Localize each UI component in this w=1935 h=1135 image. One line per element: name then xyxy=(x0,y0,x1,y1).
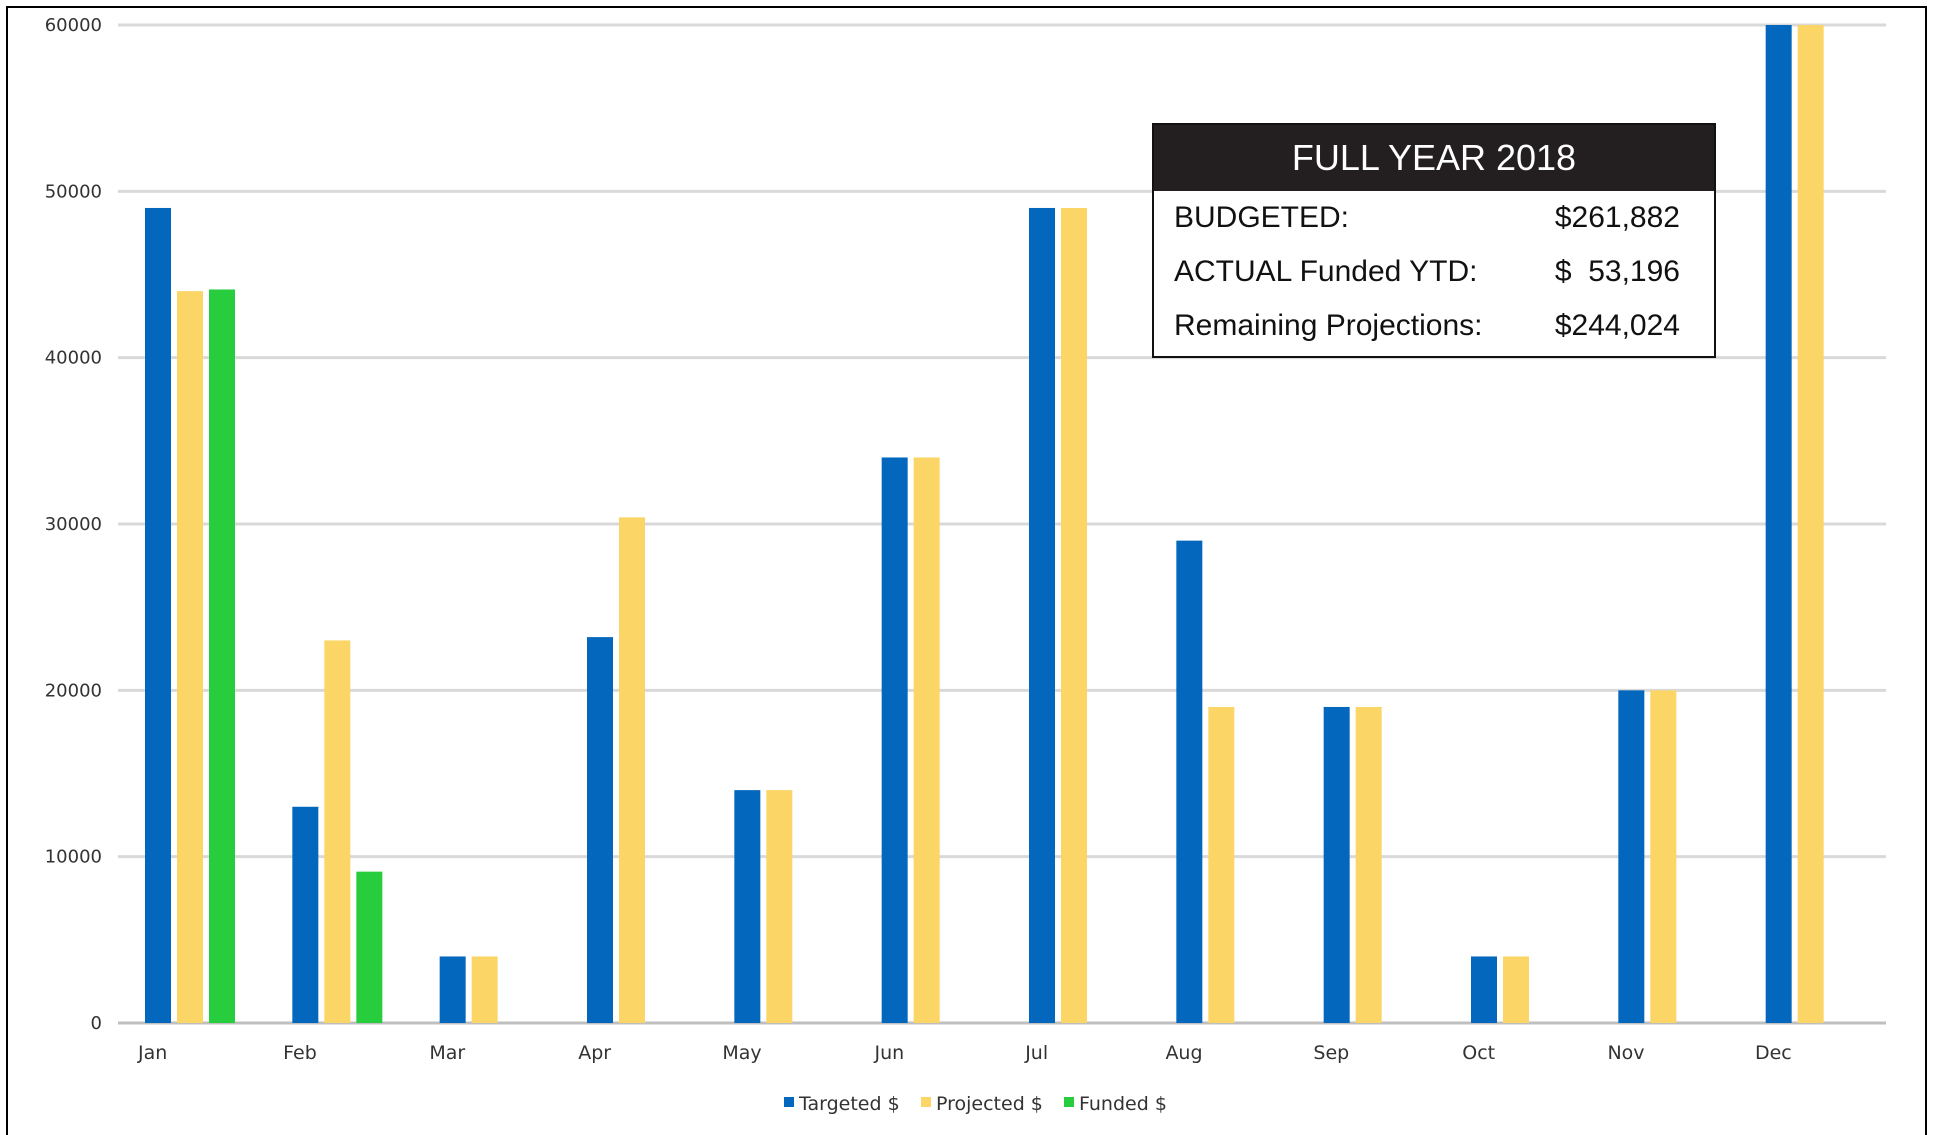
legend-swatch xyxy=(784,1097,794,1107)
x-category-label: Mar xyxy=(429,1042,465,1064)
y-axis-ticks: 0 10000 20000 30000 40000 50000 60000 xyxy=(45,15,102,1034)
y-tick-label: 50000 xyxy=(45,181,102,202)
bar-targeted-sep xyxy=(1323,706,1350,1023)
x-category-label: Sep xyxy=(1313,1042,1349,1064)
bar-targeted-jul xyxy=(1029,207,1055,1023)
bar-targeted-mar xyxy=(439,956,466,1023)
summary-value: $244,024 xyxy=(1554,309,1680,342)
legend-item-label[interactable]: Projected $ xyxy=(936,1093,1043,1115)
y-tick-label: 60000 xyxy=(45,15,102,36)
bar-projected-oct xyxy=(1503,956,1529,1023)
summary-value: $261,882 xyxy=(1554,201,1680,234)
x-category-label: Nov xyxy=(1607,1042,1644,1064)
bar-targeted-oct xyxy=(1471,956,1497,1023)
bar-targeted-aug xyxy=(1176,540,1203,1023)
y-tick-label: 10000 xyxy=(45,847,102,868)
bar-projected-jun xyxy=(913,457,940,1023)
summary-row-budgeted: BUDGETED: $261,882 xyxy=(1154,191,1714,245)
bar-funded-feb xyxy=(356,871,383,1023)
summary-label: ACTUAL Funded YTD: xyxy=(1174,255,1478,288)
summary-label: BUDGETED: xyxy=(1174,201,1350,234)
x-category-label: Jan xyxy=(137,1042,167,1064)
legend[interactable]: Targeted $ Projected $ Funded $ xyxy=(784,1093,1167,1115)
x-category-label: Feb xyxy=(283,1042,317,1064)
legend-item-label[interactable]: Targeted $ xyxy=(798,1093,900,1115)
bar-targeted-may xyxy=(734,790,761,1023)
bar-targeted-jan xyxy=(145,207,171,1023)
x-category-label: Apr xyxy=(578,1042,611,1064)
bars xyxy=(145,25,1824,1024)
bar-projected-sep xyxy=(1355,706,1382,1023)
legend-swatch xyxy=(1064,1097,1074,1107)
bar-funded-jan xyxy=(209,289,235,1024)
bar-projected-may xyxy=(766,790,793,1023)
x-category-label: Aug xyxy=(1165,1042,1202,1064)
bar-targeted-jun xyxy=(881,457,908,1023)
bar-targeted-feb xyxy=(292,806,319,1023)
y-tick-label: 20000 xyxy=(45,680,102,701)
bar-targeted-dec xyxy=(1765,25,1792,1023)
bar-projected-apr xyxy=(619,517,645,1023)
x-category-label: Jul xyxy=(1024,1042,1048,1064)
bar-projected-aug xyxy=(1208,706,1235,1023)
summary-header: FULL YEAR 2018 xyxy=(1154,125,1714,191)
x-category-label: May xyxy=(722,1042,761,1064)
bar-targeted-nov xyxy=(1618,690,1645,1023)
bar-projected-jul xyxy=(1061,207,1087,1023)
y-tick-label: 30000 xyxy=(45,514,102,535)
bar-projected-nov xyxy=(1650,690,1677,1023)
legend-item-label[interactable]: Funded $ xyxy=(1079,1093,1167,1115)
summary-row-actual-funded: ACTUAL Funded YTD: $ 53,196 xyxy=(1154,245,1714,299)
x-axis-categories: Jan Feb Mar Apr May Jun Jul Aug Sep Oct Nov Dec xyxy=(137,1042,1792,1064)
bar-projected-dec xyxy=(1797,25,1824,1023)
summary-box: FULL YEAR 2018 BUDGETED: $261,882 ACTUAL… xyxy=(1152,123,1716,358)
bar-projected-feb xyxy=(324,640,351,1023)
y-tick-label: 40000 xyxy=(45,348,102,369)
x-category-label: Oct xyxy=(1462,1042,1495,1064)
summary-value: $ 53,196 xyxy=(1554,255,1680,288)
bar-projected-mar xyxy=(471,956,498,1023)
gridlines xyxy=(118,23,1886,1025)
x-category-label: Dec xyxy=(1755,1042,1792,1064)
summary-row-remaining: Remaining Projections: $244,024 xyxy=(1154,299,1714,353)
x-category-label: Jun xyxy=(873,1042,904,1064)
legend-swatch xyxy=(921,1097,931,1107)
chart-frame xyxy=(6,6,1927,1135)
bar-targeted-apr xyxy=(587,637,613,1023)
summary-label: Remaining Projections: xyxy=(1174,309,1483,342)
bar-projected-jan xyxy=(177,291,203,1024)
y-tick-label: 0 xyxy=(91,1013,102,1034)
